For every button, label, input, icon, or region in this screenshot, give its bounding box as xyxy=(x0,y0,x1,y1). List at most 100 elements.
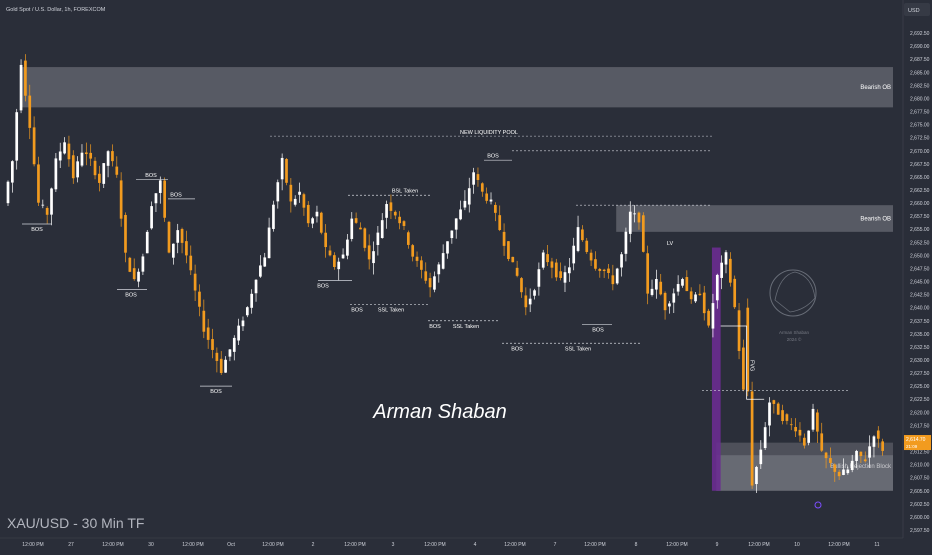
candle-body xyxy=(50,188,53,215)
candle-body xyxy=(54,158,58,190)
candle xyxy=(76,156,79,183)
candle-body xyxy=(502,231,506,246)
candle-body xyxy=(772,400,776,404)
candle xyxy=(567,258,571,282)
watermark-name: Arman Shaban xyxy=(779,330,810,335)
candle-body xyxy=(494,204,497,213)
candle-body xyxy=(755,466,758,485)
candle xyxy=(211,328,214,359)
candle-body xyxy=(406,232,410,245)
zone-label: Bearish OB xyxy=(860,85,891,91)
marker-label: SSL Taken xyxy=(378,308,404,314)
candle-body xyxy=(367,245,371,260)
candle-body xyxy=(41,204,45,206)
candle xyxy=(668,301,671,314)
candle xyxy=(472,167,475,194)
fvg-outline xyxy=(720,325,765,400)
candle-body xyxy=(615,268,619,284)
candle-body xyxy=(437,264,441,275)
candle-body xyxy=(333,255,336,267)
candle xyxy=(276,179,280,209)
candle xyxy=(206,318,210,349)
time-tick-label: 27 xyxy=(68,542,74,548)
candle-body xyxy=(454,218,458,230)
candle xyxy=(480,182,484,197)
signature-text: Arman Shaban xyxy=(372,401,506,423)
candle xyxy=(163,177,167,222)
candle xyxy=(772,399,776,414)
zone-box xyxy=(616,205,893,232)
candle xyxy=(872,435,876,458)
candle xyxy=(302,192,306,216)
candle-body xyxy=(750,391,754,486)
candle-body xyxy=(206,327,210,340)
candle xyxy=(32,116,36,167)
candle xyxy=(655,269,658,299)
candle-body xyxy=(215,352,219,361)
candle-body xyxy=(328,250,332,256)
candle xyxy=(411,243,415,262)
candle xyxy=(124,212,127,263)
candle xyxy=(620,252,623,277)
time-tick-label: 9 xyxy=(716,542,719,548)
candle xyxy=(594,251,597,271)
candle-body xyxy=(106,151,110,166)
candle xyxy=(45,206,49,224)
candle-body xyxy=(563,272,567,283)
marker-label: LV xyxy=(667,241,674,247)
candle-body xyxy=(154,193,158,204)
candle-body xyxy=(811,408,815,430)
candle-body xyxy=(363,228,367,248)
price-tick-label: 2,690.00 xyxy=(910,44,930,50)
candle-body xyxy=(633,213,636,215)
candle-body xyxy=(602,269,606,272)
candle xyxy=(515,260,519,278)
price-tick-label: 2,635.00 xyxy=(910,332,930,338)
price-tick-label: 2,632.50 xyxy=(910,345,930,351)
candle-body xyxy=(589,252,593,261)
candle-body xyxy=(263,257,267,267)
candle-body xyxy=(541,252,545,268)
candle-body xyxy=(311,218,314,224)
marker-label: BOS xyxy=(145,173,157,179)
candle xyxy=(707,308,710,328)
candle xyxy=(71,150,75,184)
candle xyxy=(641,212,645,253)
candle xyxy=(89,144,93,166)
candle xyxy=(141,253,145,276)
candle xyxy=(237,318,240,346)
currency-badge[interactable] xyxy=(904,3,930,16)
candle xyxy=(476,167,480,187)
candle xyxy=(363,227,367,252)
candle xyxy=(263,252,267,267)
candle-body xyxy=(463,200,467,208)
alert-icon[interactable] xyxy=(814,501,822,509)
candle-body xyxy=(415,256,419,261)
time-tick-label: 12:00 PM xyxy=(504,542,525,548)
candle-body xyxy=(389,202,393,211)
candle xyxy=(80,144,84,168)
candle xyxy=(376,226,380,256)
candle-body xyxy=(380,220,384,238)
candle xyxy=(737,302,741,360)
candle xyxy=(850,454,854,473)
candle-body xyxy=(781,410,784,422)
time-tick-label: 11 xyxy=(874,542,879,548)
candle xyxy=(711,293,715,338)
candle xyxy=(98,165,101,192)
candle-body xyxy=(576,227,580,251)
price-tick-label: 2,665.00 xyxy=(910,175,930,181)
candle xyxy=(54,153,58,193)
candle-body xyxy=(533,290,536,296)
candle-body xyxy=(346,239,349,256)
candle xyxy=(524,287,528,316)
candle-body xyxy=(163,180,167,218)
candle-body xyxy=(824,452,828,459)
candle-body xyxy=(302,194,306,208)
candle xyxy=(859,451,863,464)
candle-body xyxy=(254,279,258,294)
candle-body xyxy=(450,230,454,239)
candle-body xyxy=(668,303,671,307)
